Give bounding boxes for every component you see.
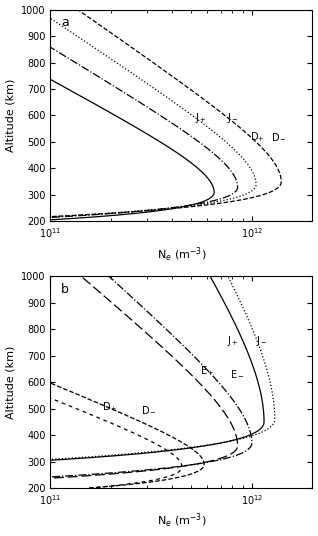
Text: D$_{+}$: D$_{+}$ — [250, 130, 265, 144]
Text: E$_+$: E$_+$ — [200, 364, 214, 378]
Text: D$_-$: D$_-$ — [141, 405, 156, 415]
Text: D$_+$: D$_+$ — [102, 400, 118, 414]
Text: D$_-$: D$_-$ — [271, 131, 287, 142]
Text: J$_+$: J$_+$ — [227, 334, 238, 348]
X-axis label: N$_e$ (m$^{-3}$): N$_e$ (m$^{-3}$) — [157, 512, 206, 531]
Text: J$_+$: J$_+$ — [195, 111, 206, 125]
Y-axis label: Altitude (km): Altitude (km) — [5, 345, 16, 419]
Text: E$_-$: E$_-$ — [230, 369, 245, 379]
Text: b: b — [61, 282, 69, 295]
Text: J$_-$: J$_-$ — [227, 111, 238, 125]
X-axis label: N$_e$ (m$^{-3}$): N$_e$ (m$^{-3}$) — [157, 245, 206, 264]
Text: J$_-$: J$_-$ — [256, 334, 268, 348]
Text: a: a — [61, 16, 69, 29]
Y-axis label: Altitude (km): Altitude (km) — [5, 79, 16, 152]
